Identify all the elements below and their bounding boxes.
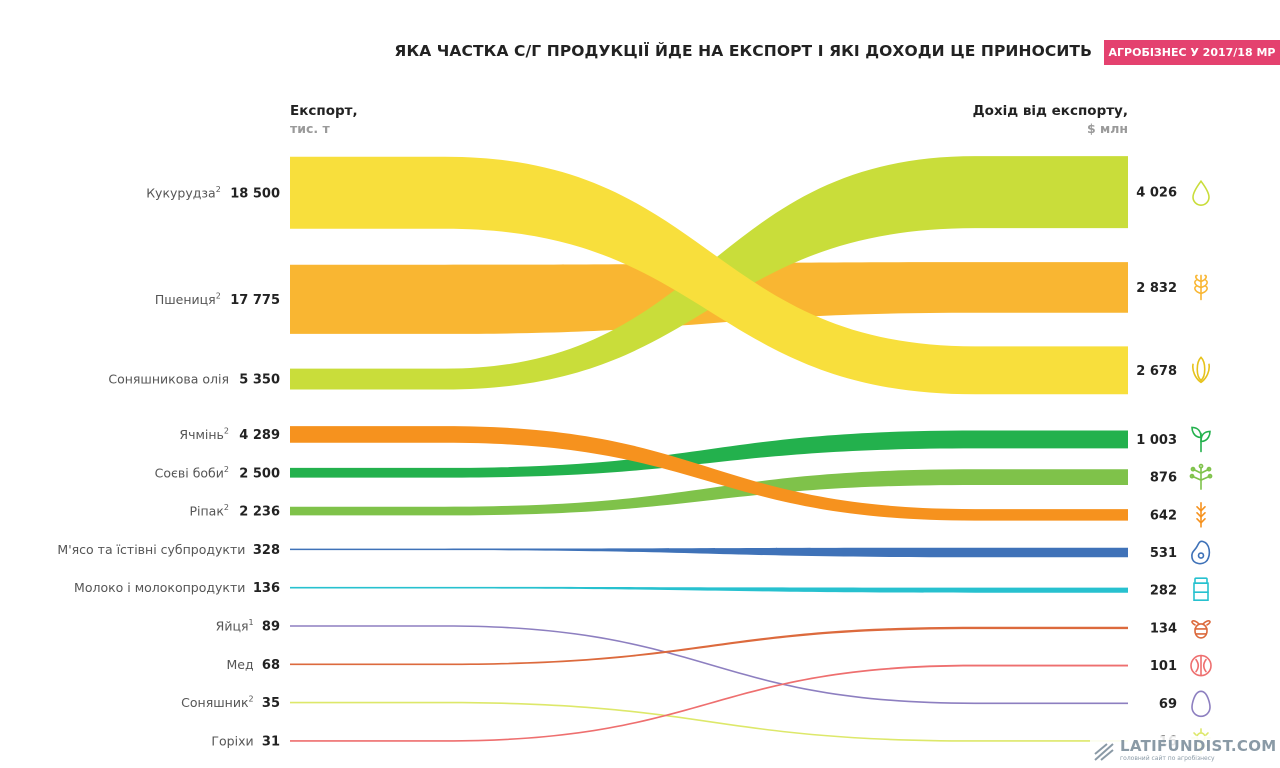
flow-band-8	[290, 586, 1128, 593]
egg-icon	[1191, 690, 1211, 718]
oil-drop-icon	[1192, 179, 1210, 206]
flow-band-4	[290, 426, 1128, 521]
product-name-6: Ріпак2	[190, 503, 230, 519]
export-value-5: 2 500	[239, 466, 280, 481]
income-value-8: 282	[1150, 584, 1177, 599]
export-value-6: 2 236	[239, 505, 280, 520]
export-value-11: 35	[262, 696, 280, 711]
flow-band-12	[290, 664, 1128, 742]
milk-can-icon	[1193, 577, 1209, 602]
watermark-backdrop	[1090, 736, 1280, 768]
right-axis-label: Дохід від експорту,	[972, 103, 1128, 119]
product-name-2: Пшениця2	[155, 291, 221, 307]
income-value-1: 2 678	[1136, 364, 1177, 379]
rapeseed-icon	[1189, 463, 1213, 490]
watermark-text: LATIFUNDIST.COM	[1120, 737, 1277, 755]
income-value-5: 1 003	[1136, 433, 1177, 448]
export-value-9: 89	[262, 619, 280, 634]
flow-band-11	[290, 701, 1128, 742]
income-value-7: 531	[1150, 546, 1177, 561]
chart-title: ЯКА ЧАСТКА С/Г ПРОДУКЦІЇ ЙДЕ НА ЕКСПОРТ …	[394, 42, 1092, 60]
income-value-2: 2 832	[1136, 281, 1177, 296]
left-axis-unit: тис. т	[290, 121, 330, 136]
flow-band-7	[290, 547, 1128, 558]
left-axis-label: Експорт,	[290, 103, 358, 119]
flow-band-1	[290, 156, 1128, 395]
export-value-2: 17 775	[230, 293, 280, 308]
income-value-12: 101	[1150, 659, 1177, 674]
walnut-icon	[1190, 654, 1212, 677]
bee-icon	[1191, 619, 1211, 639]
corn-icon	[1192, 356, 1210, 384]
watermark-subtext: головний сайт по агробізнесу	[1120, 755, 1215, 762]
product-name-7: М'ясо та їстівні субпродукти	[57, 542, 245, 557]
income-value-6: 876	[1150, 471, 1177, 486]
export-value-3: 5 350	[239, 373, 280, 388]
wheat-icon	[1194, 274, 1208, 301]
right-axis-unit: $ млн	[1086, 121, 1128, 136]
product-name-10: Мед	[226, 657, 253, 672]
income-value-3: 4 026	[1136, 186, 1177, 201]
export-value-12: 31	[262, 734, 280, 749]
export-value-1: 18 500	[230, 186, 280, 201]
export-value-10: 68	[262, 658, 280, 673]
right-axis-header: Дохід від експорту, $ млн	[973, 102, 1128, 138]
product-name-9: Яйця1	[216, 617, 254, 633]
income-value-10: 134	[1150, 621, 1177, 636]
product-name-12: Горіхи	[211, 733, 253, 748]
flow-band-9	[290, 625, 1128, 705]
row-icons	[1189, 179, 1213, 754]
flow-band-10	[290, 626, 1128, 666]
flow-band-6	[290, 469, 1128, 516]
export-value-7: 328	[253, 543, 280, 558]
product-name-1: Кукурудза2	[146, 184, 221, 200]
left-axis-header: Експорт, тис. т	[290, 102, 358, 138]
watermark-logo-icon	[1094, 743, 1114, 761]
export-value-8: 136	[253, 581, 280, 596]
income-value-4: 642	[1150, 508, 1177, 523]
product-name-4: Ячмінь2	[179, 426, 229, 442]
barley-icon	[1196, 502, 1206, 528]
soy-sprout-icon	[1191, 426, 1211, 453]
section-badge: АГРОБІЗНЕС У 2017/18 МР	[1104, 40, 1280, 65]
income-value-9: 69	[1159, 697, 1177, 712]
export-value-4: 4 289	[239, 428, 280, 443]
product-name-11: Соняшник2	[181, 694, 253, 710]
product-name-5: Соєві боби2	[155, 464, 229, 480]
product-name-3: Соняшникова олія	[108, 372, 229, 387]
meat-icon	[1191, 540, 1211, 565]
flow-band-5	[290, 430, 1128, 478]
product-name-8: Молоко і молокопродукти	[74, 580, 245, 595]
flow-bands	[290, 156, 1128, 742]
